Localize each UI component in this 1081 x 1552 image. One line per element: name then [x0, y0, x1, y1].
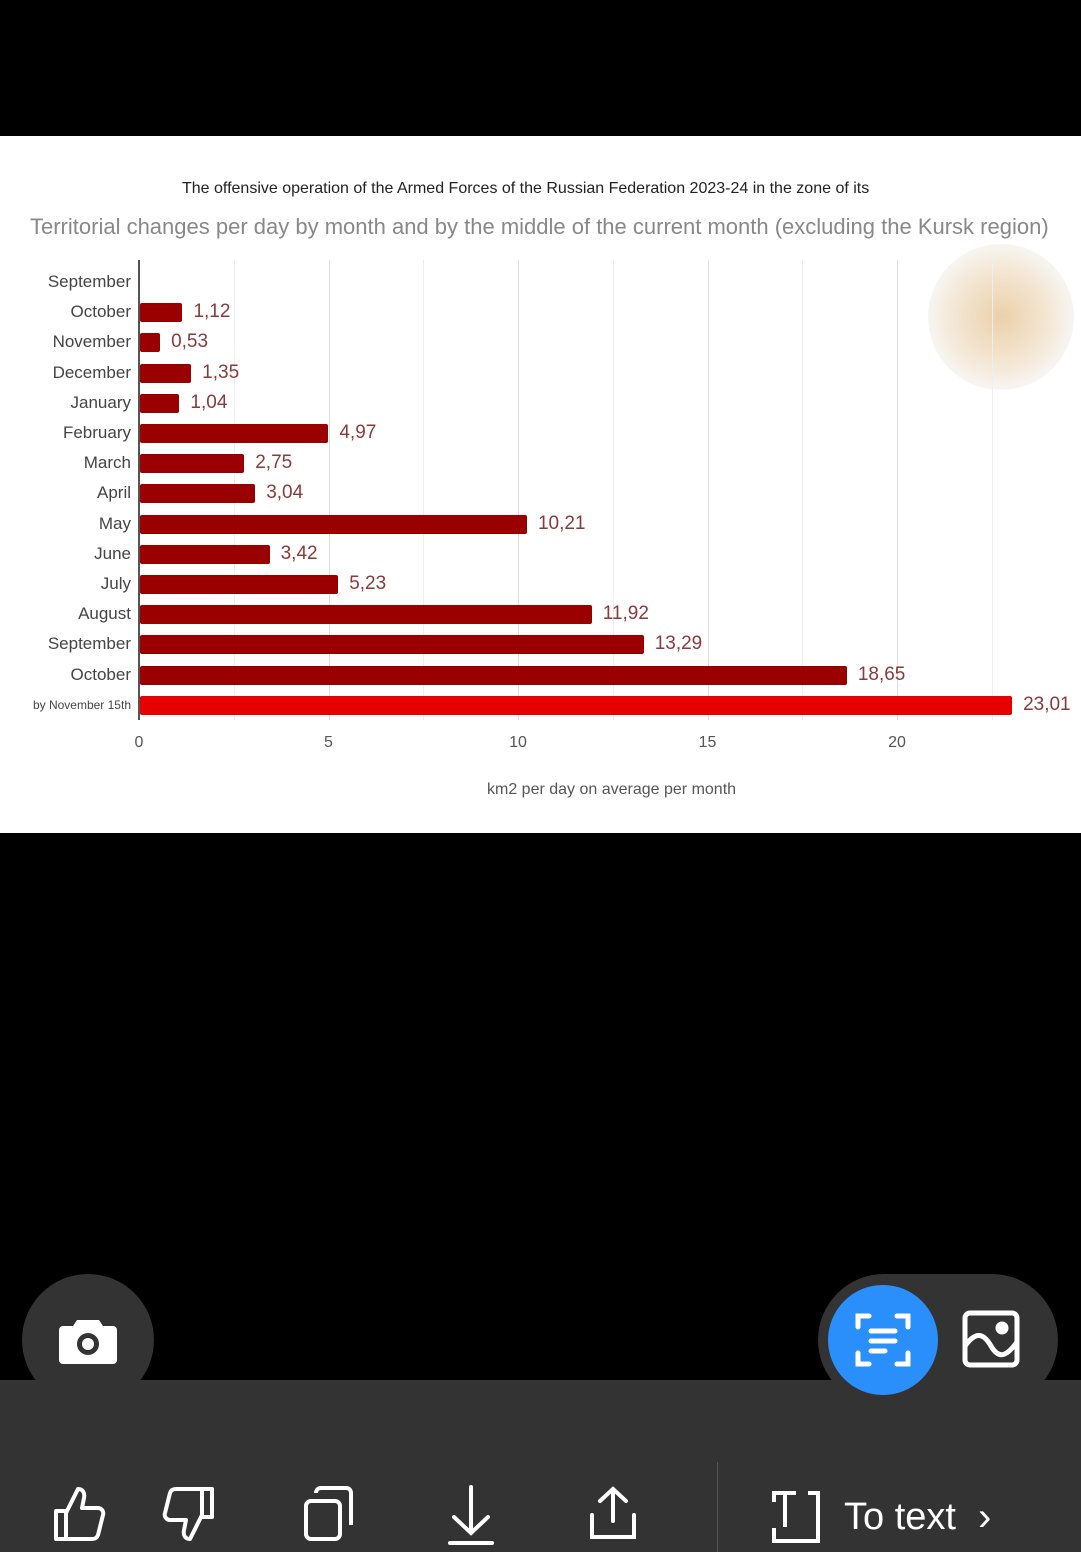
minor-gridline	[423, 260, 425, 720]
value-label: 1,04	[190, 391, 228, 413]
category-label: September	[47, 634, 131, 654]
category-label: June	[94, 543, 131, 563]
x-axis-label: km2 per day on average per month	[487, 781, 737, 798]
download-icon[interactable]	[444, 1485, 498, 1547]
text-frame-icon	[772, 1491, 820, 1543]
category-label: March	[83, 453, 131, 473]
minor-gridline	[612, 260, 614, 720]
gridline	[518, 260, 519, 720]
category-label: August	[78, 604, 131, 624]
category-label: February	[62, 423, 131, 442]
decorative-logo	[928, 244, 1074, 390]
bar	[140, 514, 527, 534]
bar	[140, 575, 339, 594]
text-scan-icon	[855, 1313, 911, 1367]
gridline	[897, 260, 898, 720]
category-label: November	[52, 332, 131, 352]
bar	[140, 393, 180, 413]
bar	[140, 605, 592, 625]
gridline	[707, 260, 709, 720]
bar	[140, 484, 256, 504]
value-label: 11,92	[602, 603, 649, 625]
value-label: 1,12	[193, 301, 231, 323]
camera-button[interactable]	[22, 1274, 154, 1406]
value-label: 23,01	[1023, 693, 1071, 715]
thumbs-up-icon[interactable]	[52, 1485, 108, 1543]
chart-title: The offensive operation of the Armed For…	[182, 180, 870, 197]
bar	[140, 333, 161, 353]
share-icon[interactable]	[586, 1485, 640, 1543]
value-label: 5,23	[349, 573, 387, 594]
bar	[140, 544, 270, 564]
category-label: April	[96, 483, 131, 503]
bar	[140, 303, 183, 323]
action-panel	[0, 1380, 1081, 1552]
thumbs-down-icon[interactable]	[160, 1485, 216, 1543]
value-label: 18,65	[857, 663, 906, 685]
bar	[140, 454, 245, 474]
y-axis-line	[138, 260, 140, 720]
x-tick-label: 15	[698, 734, 717, 751]
category-label: May	[98, 513, 131, 533]
x-tick-label: 0	[134, 734, 144, 751]
category-label: by November 15th	[32, 697, 131, 712]
category-label: October	[70, 302, 131, 322]
chart-image: The offensive operation of the Armed For…	[0, 136, 1081, 833]
category-label: December	[52, 362, 131, 382]
gallery-icon[interactable]	[960, 1308, 1022, 1370]
value-label: 4,97	[339, 422, 377, 443]
text-scan-button[interactable]	[828, 1285, 938, 1395]
value-label: 13,29	[654, 633, 703, 655]
to-text-label: To text	[844, 1495, 956, 1538]
value-label: 3,42	[280, 542, 318, 564]
value-label: 10,21	[537, 512, 586, 534]
x-tick-label: 20	[888, 734, 906, 751]
copy-icon[interactable]	[302, 1485, 356, 1543]
category-label: January	[70, 392, 131, 412]
minor-gridline	[802, 260, 804, 720]
bar	[140, 635, 644, 655]
bar	[140, 424, 329, 443]
bar	[140, 665, 847, 685]
bar	[140, 363, 192, 383]
value-label: 0,53	[171, 331, 209, 353]
value-label: 3,04	[266, 482, 304, 504]
minor-gridline	[991, 260, 993, 720]
toolbar-divider	[717, 1462, 718, 1552]
bar	[140, 695, 1013, 715]
chart-subtitle: Territorial changes per day by month and…	[30, 214, 1049, 239]
category-label: October	[70, 664, 131, 684]
category-label: September	[47, 272, 131, 291]
gridline	[328, 260, 330, 720]
x-tick-label: 10	[509, 734, 527, 751]
x-tick-label: 5	[324, 734, 333, 751]
to-text-button[interactable]: To text ›	[770, 1490, 991, 1544]
chevron-right-icon: ›	[977, 1494, 992, 1539]
value-label: 1,35	[202, 361, 240, 383]
camera-icon	[59, 1320, 117, 1364]
value-label: 2,75	[255, 452, 293, 474]
category-label: July	[100, 574, 131, 593]
